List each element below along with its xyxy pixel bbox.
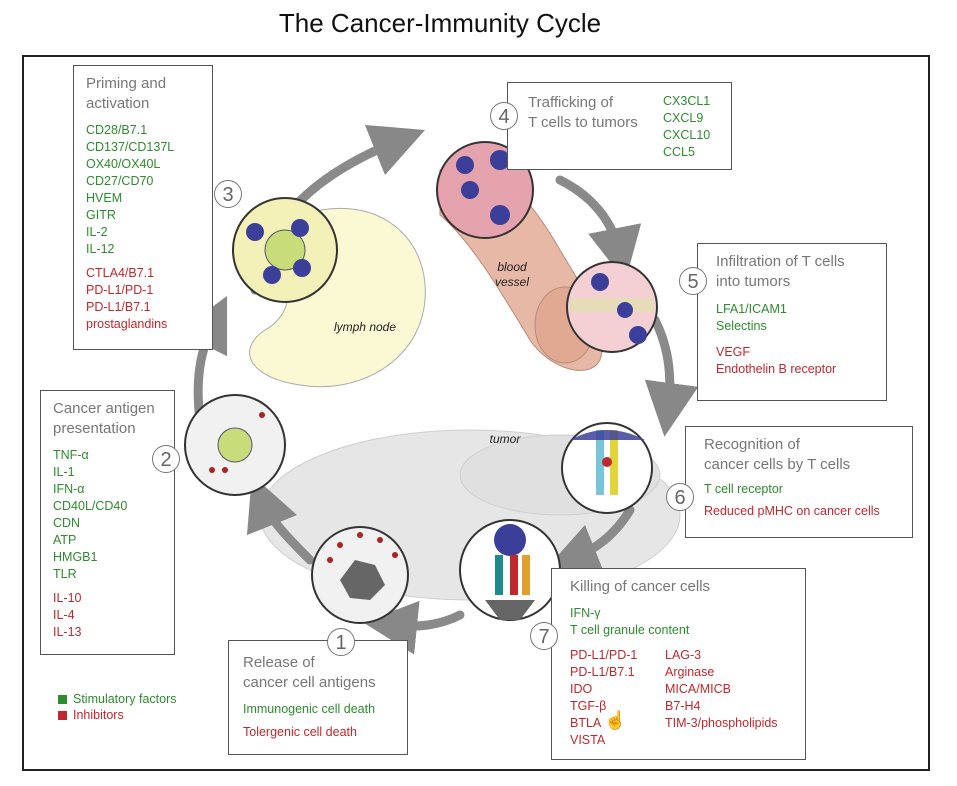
stim-factor: T cell receptor bbox=[704, 482, 783, 496]
stim-factor: CD137/CD137L bbox=[86, 140, 175, 154]
step5-number: 5 bbox=[679, 267, 707, 295]
step5-box: Infiltration of T cells into tumors LFA1… bbox=[697, 243, 887, 401]
step2-number: 2 bbox=[152, 445, 180, 473]
stim-factor: Selectins bbox=[716, 319, 767, 333]
step6-number: 6 bbox=[666, 483, 694, 511]
step2-cell-circle bbox=[184, 394, 286, 496]
stim-factor: LFA1/ICAM1 bbox=[716, 302, 787, 316]
inhib-factor: TIM-3/phospholipids bbox=[665, 716, 778, 730]
step2-box: Cancer antigen presentation TNF-α IL-1 I… bbox=[40, 390, 175, 655]
inhib-factor: VISTA bbox=[570, 733, 606, 747]
stim-factor: TLR bbox=[53, 567, 77, 581]
step1-title-2: cancer cell antigens bbox=[243, 674, 376, 691]
legend-green-swatch bbox=[58, 695, 67, 705]
inhib-factor: IL-10 bbox=[53, 591, 82, 605]
step3-title-1: Priming and bbox=[86, 75, 167, 92]
step6-box: Recognition of cancer cells by T cells T… bbox=[685, 426, 913, 538]
stim-factor: CD27/CD70 bbox=[86, 174, 154, 188]
stim-factor: IL-2 bbox=[86, 225, 108, 239]
tumor-label: tumor bbox=[489, 432, 521, 446]
hand-cursor-icon: ☝ bbox=[604, 710, 627, 730]
stim-factor: CCL5 bbox=[663, 145, 695, 159]
step4-number: 4 bbox=[490, 102, 518, 130]
step4-box: Trafficking of T cells to tumors CX3CL1 … bbox=[507, 82, 732, 170]
inhib-factor: PD-L1/PD-1 bbox=[86, 283, 154, 297]
stim-factor: HMGB1 bbox=[53, 550, 98, 564]
stim-factor: IL-1 bbox=[53, 465, 75, 479]
inhib-factor: IDO bbox=[570, 682, 593, 696]
stim-factor: TNF-α bbox=[53, 448, 89, 462]
blood-vessel-label-1: blood bbox=[497, 260, 527, 274]
stim-factor: CD28/B7.1 bbox=[86, 123, 148, 137]
step3-cell-circle bbox=[232, 197, 338, 303]
step4-title-2: T cells to tumors bbox=[528, 114, 638, 131]
stim-factor: IFN-γ bbox=[570, 606, 601, 620]
stim-factor: GITR bbox=[86, 208, 116, 222]
inhib-factor: PD-L1/B7.1 bbox=[86, 300, 151, 314]
step1-cell-circle bbox=[311, 526, 409, 624]
stim-factor: ATP bbox=[53, 533, 77, 547]
inhib-factor: B7-H4 bbox=[665, 699, 701, 713]
step7-title: Killing of cancer cells bbox=[570, 578, 711, 595]
blood-vessel-label-2: vessel bbox=[494, 275, 529, 289]
inhib-factor: TGF-β bbox=[570, 699, 607, 713]
stim-factor: HVEM bbox=[86, 191, 123, 205]
inhib-factor: IL-4 bbox=[53, 608, 75, 622]
legend-red-swatch bbox=[58, 711, 67, 721]
step5-title-1: Infiltration of T cells bbox=[716, 253, 845, 270]
step5-title-2: into tumors bbox=[716, 273, 791, 290]
legend-inhibitors-label: Inhibitors bbox=[73, 708, 124, 722]
legend-inhibitors: Inhibitors bbox=[58, 708, 177, 722]
step6-title-2: cancer cells by T cells bbox=[704, 456, 851, 473]
step7-box: Killing of cancer cells IFN-γ T cell gra… bbox=[551, 568, 806, 760]
inhib-factor: LAG-3 bbox=[665, 648, 702, 662]
stim-factor: T cell granule content bbox=[570, 623, 690, 637]
stim-factor: Immunogenic cell death bbox=[243, 702, 376, 716]
diagram-title: The Cancer-Immunity Cycle bbox=[278, 8, 602, 38]
step3-number: 3 bbox=[214, 180, 242, 208]
inhib-factor: PD-L1/PD-1 bbox=[570, 648, 638, 662]
legend-stimulatory: Stimulatory factors bbox=[58, 692, 177, 706]
inhib-factor: MICA/MICB bbox=[665, 682, 731, 696]
stim-factor: CDN bbox=[53, 516, 81, 530]
step1-box: Release of cancer cell antigens Immunoge… bbox=[228, 640, 408, 755]
inhib-factor: IL-13 bbox=[53, 625, 82, 639]
stim-factor: OX40/OX40L bbox=[86, 157, 161, 171]
inhib-factor: VEGF bbox=[716, 345, 751, 359]
step6-title-1: Recognition of bbox=[704, 436, 800, 453]
diagram-frame bbox=[22, 55, 930, 771]
inhib-factor: Tolergenic cell death bbox=[243, 725, 357, 739]
inhib-factor: Arginase bbox=[665, 665, 715, 679]
stim-factor: CXCL9 bbox=[663, 111, 704, 125]
step2-title-2: presentation bbox=[53, 420, 136, 437]
step6-cell-circle bbox=[561, 422, 653, 514]
step2-title-1: Cancer antigen bbox=[53, 400, 155, 417]
step3-box: Priming and activation CD28/B7.1 CD137/C… bbox=[73, 65, 213, 350]
stim-factor: IFN-α bbox=[53, 482, 85, 496]
step3-title-2: activation bbox=[86, 95, 150, 112]
inhib-factor: Endothelin B receptor bbox=[716, 362, 837, 376]
lymph-node-label: lymph node bbox=[333, 320, 397, 334]
inhib-factor: BTLA bbox=[570, 716, 602, 730]
step1-number: 1 bbox=[327, 628, 355, 656]
inhib-factor: prostaglandins bbox=[86, 317, 168, 331]
step5-cell-circle bbox=[566, 261, 658, 353]
stim-factor: IL-12 bbox=[86, 242, 115, 256]
step7-cell-circle bbox=[459, 519, 561, 621]
inhib-factor: PD-L1/B7.1 bbox=[570, 665, 635, 679]
legend: Stimulatory factors Inhibitors bbox=[58, 692, 177, 722]
step1-title-1: Release of bbox=[243, 654, 315, 671]
inhib-factor: CTLA4/B7.1 bbox=[86, 266, 155, 280]
step7-number: 7 bbox=[530, 622, 558, 650]
legend-stimulatory-label: Stimulatory factors bbox=[73, 692, 177, 706]
stim-factor: CD40L/CD40 bbox=[53, 499, 128, 513]
inhib-factor: Reduced pMHC on cancer cells bbox=[704, 504, 880, 518]
stim-factor: CX3CL1 bbox=[663, 94, 711, 108]
stim-factor: CXCL10 bbox=[663, 128, 711, 142]
step4-title-1: Trafficking of bbox=[528, 94, 614, 111]
